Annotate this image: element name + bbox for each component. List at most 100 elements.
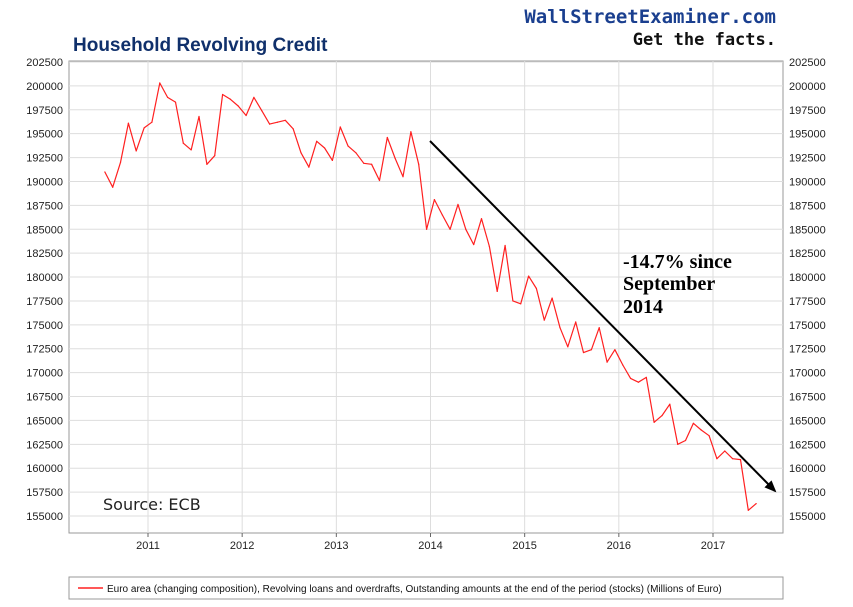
data-point	[253, 96, 255, 98]
y-tick-label-right: 195000	[789, 129, 826, 141]
data-point	[386, 136, 388, 139]
y-tick-label-left: 180000	[26, 272, 63, 284]
data-point	[261, 110, 263, 112]
data-point	[229, 98, 231, 100]
data-point	[504, 244, 506, 247]
data-point	[684, 439, 687, 442]
data-point	[378, 179, 381, 182]
annotation-line-2: September	[623, 273, 715, 295]
series-line	[104, 82, 757, 511]
y-tick-label-right: 157500	[789, 487, 826, 499]
y-tick-label-right: 190000	[789, 176, 826, 188]
x-tick-label: 2014	[418, 540, 442, 552]
data-point	[575, 321, 577, 323]
data-point	[473, 243, 475, 246]
data-point	[112, 186, 114, 188]
data-point	[151, 121, 153, 123]
data-point	[331, 159, 334, 162]
y-tick-label-right: 170000	[789, 368, 826, 380]
y-tick-label-right: 182500	[789, 248, 826, 260]
data-point	[582, 351, 585, 354]
y-tick-label-left: 200000	[26, 81, 63, 93]
x-tick-label: 2011	[136, 540, 160, 552]
x-axis: 2011 2012 2013 2014 2015 2016 2017	[136, 533, 725, 552]
y-tick-label-left: 162500	[26, 439, 63, 451]
annotation-line-1: -14.7% since	[623, 251, 732, 273]
chart-title: Household Revolving Credit	[73, 35, 328, 56]
y-tick-label-left: 195000	[26, 129, 63, 141]
data-point	[127, 122, 129, 124]
y-tick-label-left: 167500	[26, 392, 63, 404]
data-point	[143, 127, 145, 129]
data-point	[637, 381, 640, 383]
data-point	[441, 214, 443, 216]
y-tick-label-right: 160000	[789, 463, 826, 475]
data-point	[433, 199, 436, 201]
y-tick-label-left: 182500	[26, 248, 63, 260]
data-point	[206, 163, 208, 165]
y-tick-label-left: 190000	[26, 176, 63, 188]
y-tick-label-left: 187500	[26, 200, 63, 212]
data-point	[724, 450, 726, 452]
data-point	[739, 459, 742, 461]
y-tick-label-left: 165000	[26, 415, 63, 427]
y-tick-label-right: 177500	[789, 296, 826, 308]
data-point	[543, 319, 545, 321]
data-point	[323, 147, 326, 149]
data-point	[159, 82, 161, 84]
data-point	[449, 228, 451, 230]
data-point	[496, 290, 498, 292]
data-point	[245, 114, 247, 117]
y-tick-label-right: 162500	[789, 439, 826, 451]
data-point	[371, 163, 373, 165]
data-point	[269, 123, 271, 125]
data-point	[598, 327, 600, 329]
data-point	[520, 303, 522, 305]
y-tick-label-left: 197500	[26, 105, 63, 117]
y-tick-label-right: 180000	[789, 272, 826, 284]
y-tick-label-left: 170000	[26, 368, 63, 380]
y-tick-label-right: 185000	[789, 224, 826, 236]
data-point	[732, 458, 734, 460]
y-tick-label-right: 197500	[789, 105, 826, 117]
data-point	[418, 163, 420, 165]
data-point	[527, 275, 530, 277]
data-point	[402, 176, 404, 178]
data-point	[465, 228, 467, 230]
y-tick-label-right: 165000	[789, 415, 826, 427]
data-point	[614, 349, 616, 351]
y-tick-label-left: 155000	[26, 511, 63, 523]
y-tick-label-left: 202500	[26, 57, 63, 69]
brand-tagline: Get the facts.	[633, 30, 776, 50]
data-point	[747, 509, 749, 511]
data-point	[363, 162, 365, 164]
x-tick-label: 2013	[324, 540, 348, 552]
y-tick-label-right: 167500	[789, 392, 826, 404]
data-point	[276, 121, 279, 123]
data-point	[755, 502, 757, 505]
data-point	[457, 203, 459, 206]
y-tick-label-right: 202500	[789, 57, 826, 69]
y-tick-label-left: 172500	[26, 344, 63, 356]
data-point	[590, 349, 592, 351]
data-point	[292, 128, 294, 130]
data-point	[551, 297, 553, 299]
data-point	[221, 93, 224, 96]
data-point	[622, 364, 624, 366]
data-point	[567, 346, 569, 348]
legend-box	[68, 576, 784, 600]
data-point	[182, 142, 184, 144]
y-tick-label-right: 187500	[789, 200, 826, 212]
x-tick-label: 2015	[512, 540, 536, 552]
y-tick-label-right: 192500	[789, 153, 826, 165]
data-point	[355, 152, 357, 154]
data-point	[339, 126, 341, 128]
data-point	[237, 105, 239, 107]
plot-area	[68, 60, 784, 534]
y-tick-label-right: 175000	[789, 320, 826, 332]
data-point	[347, 145, 349, 147]
y-tick-label-left: 185000	[26, 224, 63, 236]
data-point	[708, 435, 710, 437]
y-axis-right: 155000 157500 160000 162500 165000 167500 1700…	[789, 57, 826, 523]
y-tick-label-left: 175000	[26, 320, 63, 332]
